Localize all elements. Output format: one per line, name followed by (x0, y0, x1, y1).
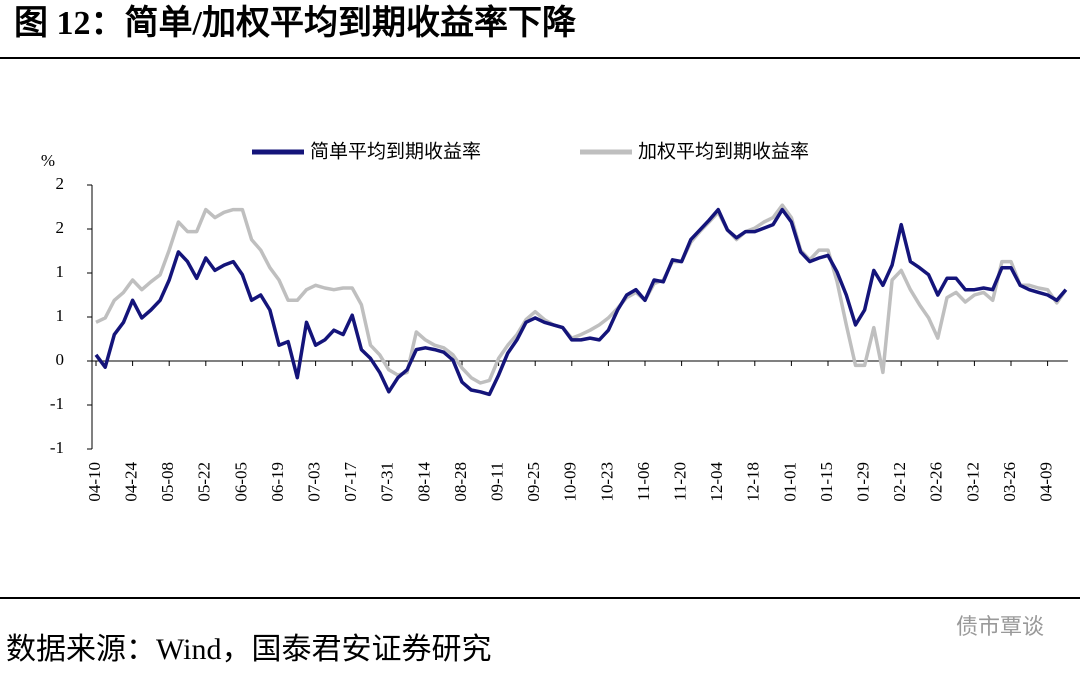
y-tick-label: 2 (56, 218, 65, 237)
series-line (95, 203, 1068, 385)
x-tick-label: 10-23 (597, 462, 616, 502)
x-tick-label: 01-29 (854, 462, 873, 502)
y-tick-label: 0 (56, 350, 65, 369)
y-tick-label: -1 (50, 438, 64, 457)
x-tick-label: 11-20 (671, 462, 690, 501)
x-tick-label: 07-03 (305, 462, 324, 502)
x-tick-label: 05-22 (195, 462, 214, 502)
x-tick-label: 12-04 (707, 462, 726, 502)
y-tick-label: 1 (56, 306, 65, 325)
source: 数据来源：Wind，国泰君安证券研究 (6, 633, 491, 666)
x-tick-label: 04-10 (85, 462, 104, 502)
x-tick-label: 07-31 (378, 462, 397, 502)
x-tick-label: 04-24 (122, 462, 141, 502)
y-tick-label: 1 (56, 262, 65, 281)
watermark: 债市覃谈 (956, 615, 1044, 640)
x-tick-label: 09-11 (488, 462, 507, 501)
chart-title: 图 12：简单/加权平均到期收益率下降 (14, 4, 577, 42)
x-tick-label: 01-01 (780, 462, 799, 502)
x-tick-label: 07-17 (341, 462, 360, 502)
x-tick-label: 02-26 (927, 462, 946, 502)
x-tick-label: 08-14 (414, 462, 433, 502)
x-tick-label: 03-12 (963, 462, 982, 502)
x-tick-label: 06-19 (268, 462, 287, 502)
legend-label: 简单平均到期收益率 (310, 141, 481, 163)
y-axis-label: % (41, 151, 55, 170)
x-tick-label: 08-28 (451, 462, 470, 502)
y-tick-label: -1 (50, 394, 64, 413)
x-tick-label: 09-25 (524, 462, 543, 502)
x-tick-label: 12-18 (744, 462, 763, 502)
y-tick-label: 2 (56, 174, 65, 193)
x-tick-label: 04-09 (1037, 462, 1056, 502)
x-tick-label: 05-08 (158, 462, 177, 502)
x-tick-label: 02-12 (890, 462, 909, 502)
legend-label: 加权平均到期收益率 (638, 141, 809, 163)
x-tick-label: 10-09 (561, 462, 580, 502)
x-tick-label: 11-06 (634, 462, 653, 501)
x-tick-label: 03-26 (1000, 462, 1019, 502)
x-tick-label: 06-05 (231, 462, 250, 502)
series-line (94, 207, 1068, 397)
x-tick-label: 01-15 (817, 462, 836, 502)
